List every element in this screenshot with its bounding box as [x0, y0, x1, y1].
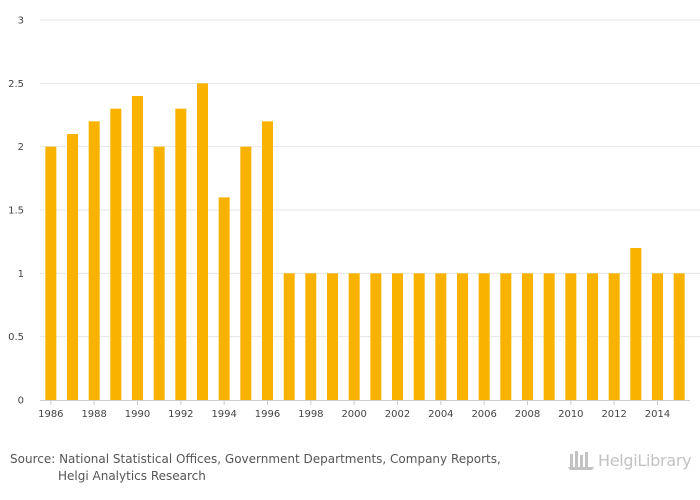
y-tick-label: 3	[18, 16, 24, 27]
bar-1998	[305, 273, 317, 400]
bar-1993	[197, 83, 208, 400]
bars	[45, 83, 685, 401]
bar-2008	[522, 273, 533, 400]
bar-1991	[153, 146, 165, 400]
bar-2000	[348, 273, 360, 400]
y-tick-label: 2	[18, 142, 24, 153]
x-tick-label: 2014	[645, 409, 670, 420]
x-tick-label: 2004	[428, 409, 453, 420]
y-tick-label: 1	[18, 269, 24, 280]
y-axis-ticks: 0 0.5 1 1.5 2 2.5 3	[8, 16, 24, 407]
bar-1999	[327, 273, 338, 400]
bar-1986	[45, 146, 57, 400]
x-tick-label: 1992	[168, 409, 193, 420]
bar-1995	[240, 146, 252, 400]
bar-1996	[262, 121, 273, 400]
x-tick-label: 1998	[298, 409, 323, 420]
bar-2002	[392, 273, 403, 400]
y-tick-label: 1.5	[8, 206, 24, 217]
x-tick-label: 1990	[125, 409, 150, 420]
x-tick-label: 2002	[385, 409, 410, 420]
bar-1987	[67, 134, 78, 400]
x-tick-label: 1994	[211, 409, 236, 420]
bar-2007	[500, 273, 512, 400]
bar-2009	[543, 273, 555, 400]
source-note: Source: National Statistical Offices, Go…	[10, 451, 540, 485]
bar-2011	[587, 273, 598, 400]
bar-2004	[435, 273, 447, 400]
bar-1997	[283, 273, 295, 400]
bar-1988	[88, 121, 100, 400]
library-icon	[568, 451, 594, 470]
x-tick-label: 2008	[515, 409, 540, 420]
bar-2013	[630, 248, 642, 400]
x-tick-label: 1996	[255, 409, 280, 420]
bar-1994	[218, 197, 230, 400]
x-tick-label: 2006	[471, 409, 496, 420]
logo-text: HelgiLibrary	[598, 450, 692, 470]
bar-2012	[608, 273, 620, 400]
bar-2006	[478, 273, 490, 400]
bar-2010	[565, 273, 577, 400]
y-tick-label: 0	[18, 396, 24, 407]
x-tick-label: 2010	[558, 409, 583, 420]
bar-2001	[370, 273, 382, 400]
bar-1989	[110, 108, 122, 401]
bar-2014	[652, 273, 663, 400]
bar-2005	[457, 273, 468, 400]
bar-2015	[673, 273, 685, 400]
helgi-library-logo: HelgiLibrary	[568, 448, 692, 472]
y-tick-label: 2.5	[8, 79, 24, 90]
bar-chart: 00.511.522.53 1986 1988 1990 1992 1994 1996 19…	[8, 16, 700, 420]
x-tick-label: 2012	[601, 409, 626, 420]
source-line-1: Source: National Statistical Offices, Go…	[10, 452, 501, 466]
bar-1990	[132, 96, 143, 400]
x-axis-ticks: 1986 1988 1990 1992 1994 1996 1998 2000 2002 2004…	[38, 400, 670, 420]
source-line-2: Helgi Analytics Research	[58, 469, 206, 483]
x-tick-label: 1986	[38, 409, 63, 420]
x-tick-label: 1988	[81, 409, 106, 420]
bar-2003	[413, 273, 425, 400]
x-tick-label: 2000	[341, 409, 366, 420]
bar-1992	[175, 108, 187, 401]
y-tick-label: 0.5	[8, 332, 24, 343]
